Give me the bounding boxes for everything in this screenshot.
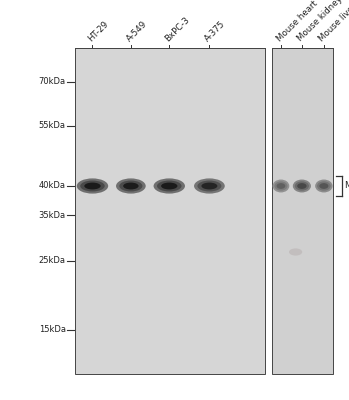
Text: Mouse kidney: Mouse kidney [296, 0, 344, 43]
Ellipse shape [319, 183, 328, 189]
Ellipse shape [274, 181, 288, 191]
Text: A-375: A-375 [203, 19, 227, 43]
Ellipse shape [157, 180, 181, 192]
Ellipse shape [277, 183, 285, 189]
Ellipse shape [315, 180, 333, 192]
Ellipse shape [273, 180, 289, 192]
Bar [272, 48, 333, 374]
Bar [75, 48, 265, 374]
Text: 25kDa: 25kDa [39, 256, 66, 265]
Text: 40kDa: 40kDa [39, 182, 66, 190]
Text: 35kDa: 35kDa [38, 211, 66, 220]
Ellipse shape [77, 178, 108, 194]
Ellipse shape [194, 178, 225, 194]
Ellipse shape [295, 181, 309, 191]
Ellipse shape [293, 180, 311, 192]
Ellipse shape [161, 182, 177, 190]
Text: BxPC-3: BxPC-3 [163, 15, 191, 43]
Text: 70kDa: 70kDa [38, 78, 66, 86]
Ellipse shape [201, 182, 217, 190]
Ellipse shape [119, 180, 142, 192]
Text: Mouse heart: Mouse heart [275, 0, 319, 43]
Text: Mouse liver: Mouse liver [318, 2, 349, 43]
Ellipse shape [297, 183, 307, 189]
Ellipse shape [123, 182, 139, 190]
Text: 15kDa: 15kDa [39, 326, 66, 334]
Ellipse shape [154, 178, 185, 194]
Text: HT-29: HT-29 [86, 19, 110, 43]
Ellipse shape [198, 180, 221, 192]
Text: MRPS35: MRPS35 [344, 182, 349, 190]
Ellipse shape [80, 180, 105, 192]
Text: 55kDa: 55kDa [39, 122, 66, 130]
Ellipse shape [84, 182, 101, 190]
Ellipse shape [317, 181, 331, 191]
Text: A-549: A-549 [125, 19, 149, 43]
Ellipse shape [116, 178, 146, 194]
Ellipse shape [289, 248, 302, 256]
